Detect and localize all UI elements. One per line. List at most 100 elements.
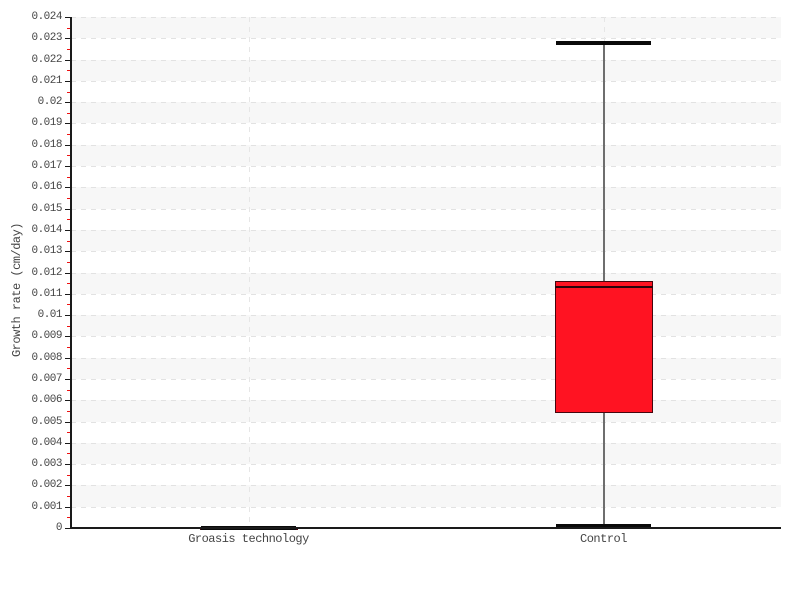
y-tick-label: 0.018 [31, 138, 62, 151]
gridline-horizontal [71, 421, 781, 423]
y-tick-label: 0.021 [31, 74, 62, 87]
y-tick-label: 0.013 [31, 245, 62, 258]
y-tick-label: 0.016 [31, 181, 62, 194]
y-tick-label: 0.02 [37, 96, 63, 109]
gridline-horizontal [71, 506, 781, 508]
y-axis-minor-tick [67, 27, 70, 29]
gridline-horizontal [71, 293, 781, 295]
y-axis-minor-tick [67, 91, 70, 93]
y-tick-label: 0.004 [31, 436, 62, 449]
y-axis-tick [65, 17, 71, 18]
gridline-horizontal [71, 144, 781, 146]
y-tick-label: 0.014 [31, 223, 62, 236]
y-axis-minor-tick [67, 70, 70, 72]
y-axis-minor-tick [67, 48, 70, 50]
y-axis-tick [65, 208, 71, 210]
y-axis-minor-tick [67, 134, 70, 136]
gridline-horizontal [71, 229, 781, 231]
grid-band [71, 81, 781, 102]
gridline-horizontal [71, 378, 781, 380]
y-axis-minor-tick [67, 240, 70, 242]
y-tick-label: 0.006 [31, 394, 62, 407]
y-tick-label: 0.003 [31, 458, 62, 471]
y-axis-minor-tick [67, 304, 70, 306]
y-tick-label: 0.017 [31, 160, 62, 173]
median-line [554, 286, 653, 289]
gridline-horizontal [71, 166, 781, 168]
grid-band [71, 144, 781, 167]
y-axis-tick [65, 421, 71, 423]
gridline-horizontal [71, 17, 781, 18]
y-axis-line [70, 17, 72, 529]
gridline-horizontal [71, 102, 781, 104]
y-axis-tick [65, 80, 71, 82]
y-tick-label: 0 [55, 522, 63, 534]
y-tick-label: 0.007 [31, 372, 62, 385]
y-axis-minor-tick [67, 517, 70, 519]
grid-band [71, 229, 781, 252]
y-tick-label: 0.002 [31, 479, 62, 492]
y-axis-tick [65, 123, 71, 125]
gridline-horizontal [71, 357, 781, 359]
grid-band [71, 442, 781, 465]
gridline-horizontal [71, 80, 781, 82]
y-axis-minor-tick [67, 432, 70, 434]
y-tick-label: 0.023 [31, 32, 62, 45]
grid-band [71, 485, 781, 507]
grid-band [71, 507, 781, 528]
grid-band [71, 38, 781, 59]
y-tick-label: 0.022 [31, 53, 62, 66]
y-axis-tick [65, 229, 71, 231]
grid-band [71, 59, 781, 81]
whisker-cap-high [556, 40, 651, 45]
y-axis-minor-tick [67, 389, 70, 391]
gridline-horizontal [71, 400, 781, 402]
grid-band [71, 379, 781, 400]
gridline-horizontal [71, 464, 781, 466]
y-axis-minor-tick [67, 112, 70, 114]
y-axis-tick [65, 357, 71, 359]
grid-band [71, 464, 781, 485]
grid-band [71, 187, 781, 209]
y-axis-tick [65, 187, 71, 189]
y-tick-label: 0.008 [31, 351, 62, 364]
y-axis-tick [65, 272, 71, 274]
y-axis-tick [65, 506, 71, 508]
y-axis-tick [65, 166, 71, 168]
grid-band [71, 272, 781, 294]
grid-band [71, 17, 781, 39]
grid-band [71, 357, 781, 379]
y-axis-minor-tick [67, 155, 70, 157]
grid-band [71, 294, 781, 315]
y-axis-tick [65, 464, 71, 466]
gridline-horizontal [71, 123, 781, 125]
y-tick-label: 0.01 [37, 309, 63, 322]
y-axis-minor-tick [67, 197, 70, 199]
y-axis-minor-tick [67, 283, 70, 285]
box-iqr [554, 281, 653, 414]
y-axis-tick [65, 378, 71, 380]
whisker-cap-low [556, 523, 651, 528]
grid-band [71, 102, 781, 124]
y-axis-tick [65, 38, 71, 40]
y-axis-minor-tick [67, 368, 70, 370]
gridline-horizontal [71, 251, 781, 253]
y-axis-minor-tick [67, 496, 70, 498]
gridline-horizontal [71, 442, 781, 444]
gridline-horizontal [71, 59, 781, 61]
y-axis-tick [65, 315, 71, 317]
y-tick-label: 0.011 [31, 287, 62, 300]
x-axis-line [70, 527, 781, 529]
y-tick-label: 0.024 [31, 11, 62, 23]
y-axis-tick [65, 251, 71, 253]
y-axis-tick [65, 102, 71, 104]
y-axis-minor-tick [67, 325, 70, 327]
grid-band [71, 209, 781, 230]
y-axis-tick [65, 59, 71, 61]
x-category-label: Control [580, 532, 627, 546]
y-axis-tick [65, 336, 71, 338]
y-axis-tick [65, 442, 71, 444]
y-tick-label: 0.005 [31, 415, 62, 428]
y-axis-tick [65, 144, 71, 146]
